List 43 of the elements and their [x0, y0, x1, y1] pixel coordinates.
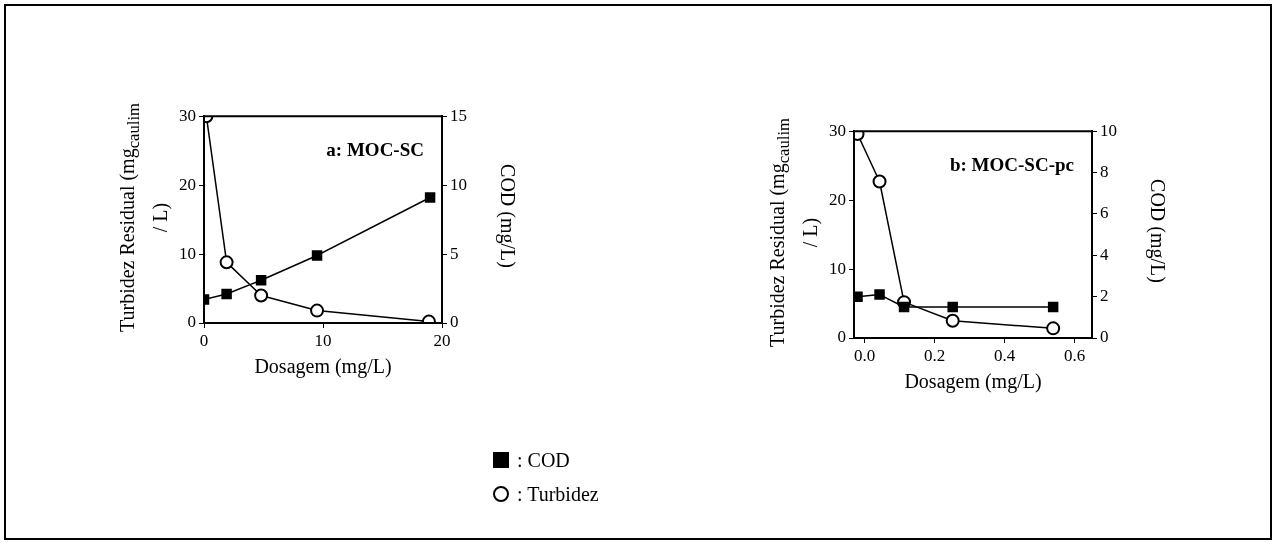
y2-tick-label: 15	[450, 105, 467, 125]
y-tick-label: 10	[829, 258, 846, 278]
y2-tick-label: 0	[450, 312, 459, 332]
y-tick-label: 0	[187, 312, 196, 332]
y-tick-label: 20	[829, 189, 846, 209]
y-tick-label: 20	[179, 174, 196, 194]
point	[1046, 321, 1061, 336]
x-axis-title: Dosagem (mg/L)	[903, 370, 1043, 393]
x-axis-title: Dosagem (mg/L)	[253, 355, 393, 378]
legend-label: : Turbidez	[517, 482, 599, 506]
point	[311, 250, 323, 261]
point	[872, 174, 887, 189]
y2-tick-label: 4	[1100, 244, 1109, 264]
y-tick-label: 30	[829, 120, 846, 140]
point	[221, 288, 232, 300]
point	[947, 301, 958, 313]
legend-label: : COD	[517, 448, 570, 472]
y2-tick-label: 5	[450, 243, 459, 263]
point	[1047, 301, 1059, 313]
y2-tick-label: 10	[450, 174, 467, 194]
x-tick-label: 0.0	[853, 345, 876, 365]
point	[424, 192, 436, 203]
text: b: MOC-SC-pc	[949, 154, 1074, 176]
text: a: MOC-SC	[326, 139, 424, 161]
y-tick-label: 10	[179, 243, 196, 263]
y2-tick-label: 8	[1100, 162, 1109, 182]
x-tick-label: 0	[199, 330, 209, 350]
point	[898, 301, 910, 313]
point	[854, 291, 863, 302]
x-tick-label: 20	[433, 330, 451, 350]
y2-axis-title: COD (mg/L)	[1145, 178, 1170, 285]
x-tick-label: 0.2	[923, 345, 946, 365]
y2-tick-label: 6	[1100, 203, 1109, 223]
y2-tick-label: 10	[1100, 120, 1117, 140]
x-tick-label: 0.6	[1063, 345, 1086, 365]
point	[255, 275, 267, 286]
x-tick-label: 10	[314, 330, 332, 350]
y2-axis-title: COD (mg/L)	[495, 163, 520, 270]
x-tick-label: 0.4	[993, 345, 1016, 365]
point	[874, 289, 885, 300]
y-tick-label: 30	[179, 105, 196, 125]
point	[945, 313, 960, 328]
y2-tick-label: 2	[1100, 286, 1109, 306]
